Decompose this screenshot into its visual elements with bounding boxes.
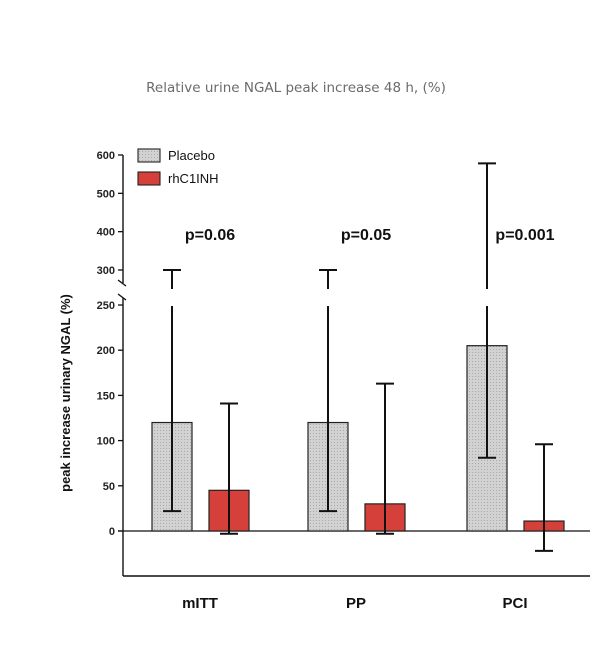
legend-swatch-rhc1inh <box>137 171 161 186</box>
y-tick-label: 50 <box>103 481 115 493</box>
y-tick-label: 250 <box>97 300 115 312</box>
legend-swatch-placebo <box>137 148 161 163</box>
chart-title: Relative urine NGAL peak increase 48 h, … <box>146 80 446 96</box>
y-tick-label: 150 <box>97 390 115 402</box>
p-value-label: p=0.05 <box>341 227 391 244</box>
y-tick-label: 200 <box>97 345 115 357</box>
x-tick-label-pci: PCI <box>502 595 527 612</box>
axis-break-mark-bottom <box>117 293 127 301</box>
y-tick-label: 500 <box>97 188 115 200</box>
y-tick-label: 300 <box>97 265 115 277</box>
y-tick-label: 400 <box>97 227 115 239</box>
y-tick-label: 100 <box>97 436 115 448</box>
y-tick-label: 600 <box>97 150 115 162</box>
legend-label-rhc1inh: rhC1INH <box>168 171 219 186</box>
y-tick-label: 0 <box>109 526 115 538</box>
y-axis-label: peak increase urinary NGAL (%) <box>58 294 73 492</box>
x-tick-label-pp: PP <box>346 595 366 612</box>
p-value-label: p=0.001 <box>495 227 554 244</box>
p-value-label: p=0.06 <box>185 227 235 244</box>
legend-label-placebo: Placebo <box>168 148 215 163</box>
x-tick-label-mitt: mITT <box>182 595 218 612</box>
axis-break-mark-top <box>117 279 127 287</box>
